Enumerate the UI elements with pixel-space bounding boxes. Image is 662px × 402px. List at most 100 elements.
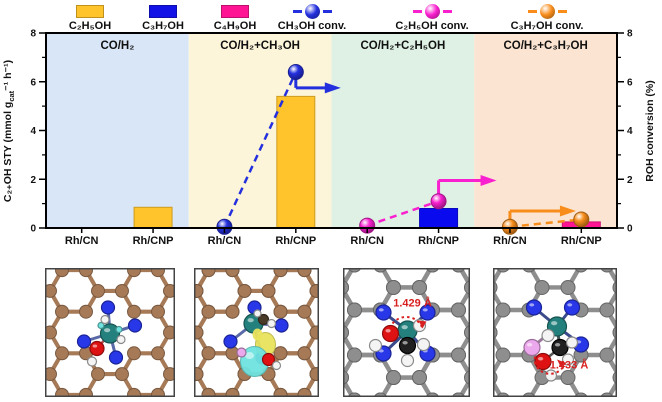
legend-swatch-sphere bbox=[412, 4, 452, 19]
atom-highlight bbox=[529, 303, 535, 307]
lattice-atom bbox=[127, 304, 141, 319]
legend-swatch-sphere bbox=[292, 4, 332, 19]
x-category-label: Rh/CNP bbox=[418, 235, 459, 247]
structure-rh-cn-methoxy: 1.429 Å bbox=[343, 268, 470, 397]
legend-item-label: C₃H₇OH bbox=[142, 20, 184, 32]
lattice-atom bbox=[495, 347, 511, 363]
lattice-atom bbox=[237, 283, 252, 298]
panel-content: 1.433 Å bbox=[493, 268, 617, 397]
atom-highlight bbox=[385, 328, 391, 333]
p-atom bbox=[236, 347, 247, 358]
lattice-atom bbox=[79, 268, 93, 278]
bar-C₂H₅OH bbox=[133, 206, 173, 229]
bond-length-annotation: 1.433 Å bbox=[550, 359, 589, 372]
legend-item-label: C₃H₇OH conv. bbox=[510, 20, 584, 32]
o-atom bbox=[261, 352, 276, 367]
n-atom bbox=[127, 318, 143, 333]
h-atom bbox=[266, 318, 277, 329]
left-tick-label: 6 bbox=[30, 77, 36, 88]
n-atom bbox=[100, 300, 116, 315]
motif-rh_n4_iso bbox=[223, 300, 289, 377]
atom-highlight bbox=[554, 342, 561, 347]
conversion-marker-c-h-oh-conv- bbox=[430, 193, 447, 210]
atom-highlight bbox=[567, 303, 573, 307]
lattice-atom bbox=[194, 367, 204, 382]
legend-swatch-sphere bbox=[527, 4, 567, 19]
conversion-marker-c-h-oh-conv- bbox=[359, 217, 376, 234]
o-atom bbox=[89, 340, 105, 357]
condition-region bbox=[46, 33, 189, 228]
legend-item: C₂H₅OH conv. bbox=[377, 4, 487, 32]
lattice-atom bbox=[560, 370, 576, 386]
conversion-marker-c-h-oh-conv- bbox=[573, 211, 590, 228]
motif-rh_n3p_methoxy: 1.433 Å bbox=[523, 299, 590, 382]
lattice-atom bbox=[201, 346, 216, 361]
lattice-atom bbox=[194, 283, 204, 298]
lattice-atom bbox=[163, 367, 175, 382]
legend-item: C₄H₉OH bbox=[180, 4, 290, 32]
atom-highlight bbox=[92, 344, 98, 348]
conversion-marker-ch-oh-conv- bbox=[216, 218, 233, 235]
h-atom bbox=[368, 338, 383, 353]
x-category-label: Rh/CNP bbox=[275, 235, 316, 247]
left-tick-label: 8 bbox=[30, 29, 36, 40]
lattice-atom bbox=[346, 347, 363, 363]
h-atom bbox=[86, 356, 98, 367]
condition-label: CO/H₂+C₃H₇OH bbox=[503, 40, 587, 52]
atom-highlight bbox=[378, 308, 384, 312]
legend-swatch-square bbox=[76, 4, 104, 19]
lattice-atom bbox=[127, 346, 141, 361]
lattice-atom bbox=[55, 387, 69, 397]
speck bbox=[97, 321, 105, 330]
lattice-atom bbox=[194, 325, 204, 340]
x-category-label: Rh/CN bbox=[65, 235, 99, 247]
p-atom bbox=[523, 338, 541, 357]
conversion-dashed-line bbox=[223, 71, 297, 228]
panel-frame bbox=[343, 268, 470, 397]
lattice-atom bbox=[45, 325, 57, 340]
legend-item: C₃H₇OH conv. bbox=[492, 4, 602, 32]
lattice-atom bbox=[297, 387, 312, 397]
x-category-label: Rh/CNP bbox=[133, 235, 174, 247]
lattice-atom bbox=[411, 370, 428, 386]
right-tick-label: 4 bbox=[627, 126, 633, 137]
lattice-atom bbox=[450, 347, 467, 363]
legend-dash bbox=[557, 10, 567, 13]
lattice-atom bbox=[91, 367, 105, 382]
h-atom bbox=[400, 353, 415, 368]
lattice-atom bbox=[261, 283, 276, 298]
conversion-marker-ch-oh-conv- bbox=[287, 64, 304, 80]
x-category-label: Rh/CN bbox=[208, 235, 242, 247]
n-atom bbox=[525, 299, 543, 316]
atom-highlight bbox=[104, 328, 111, 333]
conversion-arrow-head bbox=[559, 205, 576, 217]
panel-content bbox=[194, 268, 319, 397]
lattice-atom bbox=[385, 370, 402, 386]
lattice-atom bbox=[225, 304, 240, 319]
lattice-atom bbox=[411, 279, 428, 295]
h-atom bbox=[541, 328, 555, 343]
lattice-atom bbox=[115, 367, 129, 382]
legend-item-label: C₂H₅OH conv. bbox=[395, 20, 469, 32]
lattice-atom bbox=[55, 268, 69, 278]
lattice-atom bbox=[151, 387, 165, 397]
right-tick-label: 0 bbox=[627, 224, 633, 235]
bond-length-annotation: 1.429 Å bbox=[393, 297, 432, 310]
lattice-atom bbox=[273, 346, 288, 361]
legend-dash bbox=[412, 10, 422, 13]
h-atom bbox=[271, 360, 282, 371]
legend-item: CH₃OH conv. bbox=[257, 4, 367, 32]
motif-rh_n4_methoxy: 1.429 Å bbox=[368, 297, 436, 368]
atom-highlight bbox=[402, 340, 408, 345]
condition-label: CO/H₂+CH₃OH bbox=[220, 40, 300, 52]
lattice-atom bbox=[450, 302, 467, 318]
lattice-atom bbox=[297, 346, 312, 361]
panel-frame bbox=[493, 268, 617, 397]
lattice-atom bbox=[309, 325, 319, 340]
condition-label: CO/H₂ bbox=[100, 40, 134, 52]
n-atom bbox=[274, 318, 289, 333]
conversion-dashed-line bbox=[366, 200, 439, 227]
o-atom bbox=[381, 324, 400, 343]
left-axis-title: C₂₊OH STY (mmol gcat⁻¹ h⁻¹) bbox=[1, 59, 17, 203]
atom-highlight bbox=[526, 342, 533, 347]
